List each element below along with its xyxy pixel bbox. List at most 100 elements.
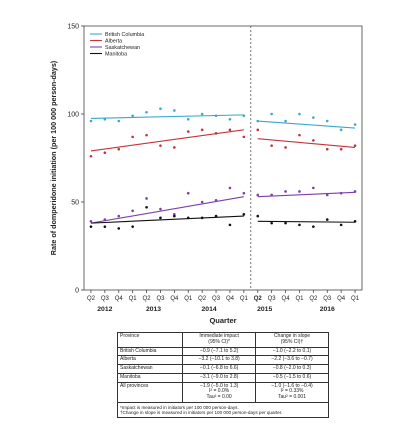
data-point <box>256 119 260 123</box>
data-point <box>228 223 232 227</box>
cell-province: Alberta <box>116 355 184 365</box>
data-point <box>145 110 148 114</box>
data-point <box>159 144 162 147</box>
data-point <box>270 112 273 116</box>
footnote-cell: *Impact is measured in initiators per 10… <box>117 401 329 419</box>
header-immediate-impact: Immediate impact (95% CI)* <box>182 332 256 348</box>
table-row: Saskatchewan −0.1 (−6.8 to 6.6) −0.8 (−2… <box>116 364 329 374</box>
data-point <box>131 114 134 118</box>
data-point <box>103 218 107 221</box>
x-tick-label: Q2 <box>309 296 318 302</box>
data-point <box>242 213 246 216</box>
y-tick-label: 150 <box>67 24 79 31</box>
data-point <box>256 128 260 132</box>
data-point <box>242 135 246 139</box>
table-header-row: Province Immediate impact (95% CI)* Chan… <box>116 332 329 348</box>
data-point <box>200 216 204 220</box>
cell-slope: −0.5 (−1.5 to 0.6) <box>255 372 329 383</box>
data-point <box>298 133 301 137</box>
data-point <box>145 205 148 209</box>
trend-line-pre <box>90 215 244 224</box>
y-tick-label: 0 <box>75 288 79 295</box>
data-point <box>312 116 315 119</box>
trend-line-post <box>257 191 356 198</box>
header-province: Province <box>116 332 184 348</box>
data-point <box>228 186 232 190</box>
data-point <box>103 117 107 121</box>
year-label: 2013 <box>146 306 161 313</box>
data-point <box>312 186 315 190</box>
data-point <box>159 107 162 111</box>
trend-line-post <box>257 138 356 148</box>
data-point <box>228 117 232 121</box>
data-point <box>117 214 121 218</box>
data-point <box>325 193 329 197</box>
trend-line-post <box>257 120 356 129</box>
data-point <box>159 216 162 220</box>
trend-lines <box>90 114 356 224</box>
data-point <box>186 216 190 220</box>
legend-label: Saskatchewan <box>105 45 140 51</box>
data-point <box>339 128 343 132</box>
data-point <box>117 227 121 230</box>
data-point <box>270 193 273 197</box>
x-tick-label: Q2 <box>254 296 263 302</box>
data-point <box>353 144 357 147</box>
data-point <box>228 128 232 132</box>
cell-immediate: −3.2 (−10.1 to 3.8) <box>182 355 256 365</box>
x-tick-label: Q1 <box>240 296 249 302</box>
cell-slope: −2.2 (−3.6 to −0.7) <box>255 355 329 365</box>
data-point <box>339 147 343 151</box>
x-tick-label: Q4 <box>226 296 235 302</box>
data-point <box>284 146 287 149</box>
legend-label: Alberta <box>105 39 122 45</box>
x-tick-label: Q1 <box>129 296 138 302</box>
data-point <box>200 128 204 132</box>
x-tick-label: Q2 <box>143 296 152 302</box>
x-tick-label: Q4 <box>115 296 124 302</box>
table-row: Manitoba −3.1 (−9.0 to 2.8) −0.5 (−1.5 t… <box>116 372 329 383</box>
cell-province: Saskatchewan <box>116 364 184 374</box>
data-point <box>103 225 107 228</box>
data-point <box>214 198 218 202</box>
data-point <box>186 191 190 195</box>
y-axis-label: Rate of domperidone initiation (per 100 … <box>49 60 58 255</box>
x-tick-label: Q1 <box>351 296 360 302</box>
data-point <box>325 147 329 151</box>
plot-frame <box>83 25 363 291</box>
cell-immediate: −0.1 (−6.8 to 6.6) <box>182 364 256 374</box>
data-point <box>284 190 287 193</box>
data-point <box>214 114 218 118</box>
data-point <box>159 207 162 211</box>
data-point <box>173 214 176 218</box>
data-point <box>103 151 107 155</box>
legend-label: Manitoba <box>105 52 127 58</box>
data-point <box>89 119 93 123</box>
data-point <box>298 190 301 193</box>
data-point <box>312 225 315 228</box>
x-axis: Q2 Q3 Q4 Q1 Q2 Q3 Q4 Q1 Q2 Q3 Q4 Q1 Q2 Q3 Q4 Q1 Q2 Q3 Q4 Q1… <box>87 290 360 313</box>
cell-province: Manitoba <box>116 372 184 383</box>
data-point <box>353 220 357 223</box>
x-tick-label: Q2 <box>87 296 96 302</box>
x-tick-label: Q4 <box>170 296 179 302</box>
trend-line-pre <box>90 114 244 119</box>
footnote-slope: †Change in slope is measured in initiato… <box>120 410 283 416</box>
data-point <box>173 146 176 149</box>
data-points <box>89 107 357 230</box>
year-label: 2014 <box>202 306 217 313</box>
x-tick-label: Q3 <box>323 296 332 302</box>
cell-slope: −1.0 (−2.2 to 0.1) <box>255 346 329 357</box>
x-tick-label: Q1 <box>295 296 304 302</box>
x-tick-label: Q3 <box>268 296 277 302</box>
data-point <box>256 214 260 218</box>
x-tick-label: Q2 <box>198 296 207 302</box>
data-point <box>353 190 357 193</box>
footnote-impact: *Impact is measured in initiators per 10… <box>120 404 239 410</box>
data-point <box>214 132 218 135</box>
x-tick-label: Q4 <box>337 296 346 302</box>
legend-label: British Columbia <box>105 32 144 38</box>
data-point <box>325 218 329 221</box>
data-point <box>89 220 93 223</box>
x-tick-label: Q1 <box>184 296 193 302</box>
